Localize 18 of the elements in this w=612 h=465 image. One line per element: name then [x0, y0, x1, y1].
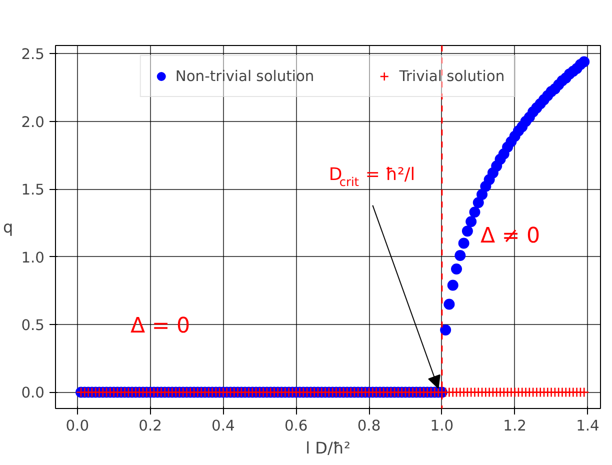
x-tick-label: 0.8 [357, 418, 381, 434]
x-tick-label: 1.2 [503, 418, 526, 434]
x-tick-label: 1.4 [576, 418, 600, 434]
y-tick-label: 2.5 [21, 46, 45, 64]
y-tick-label: 2.0 [21, 114, 45, 131]
y-axis-title: q [3, 218, 14, 236]
legend-label: Trivial solution [399, 68, 505, 84]
x-tick-label: 0.2 [138, 418, 162, 434]
x-tick-label: 0.0 [66, 418, 90, 434]
x-axis-title: l D/ħ² [306, 438, 350, 458]
x-tick-label: 0.4 [212, 418, 235, 434]
legend-label: Non-trivial solution [175, 68, 314, 84]
y-tick-label: 1.0 [21, 249, 45, 266]
y-tick-label: 1.5 [21, 182, 45, 199]
y-tick-label: 0.0 [21, 384, 45, 402]
x-tick-label: 1.0 [430, 418, 454, 434]
x-tick-label: 0.6 [284, 418, 308, 434]
y-tick-label: 0.5 [21, 317, 45, 334]
